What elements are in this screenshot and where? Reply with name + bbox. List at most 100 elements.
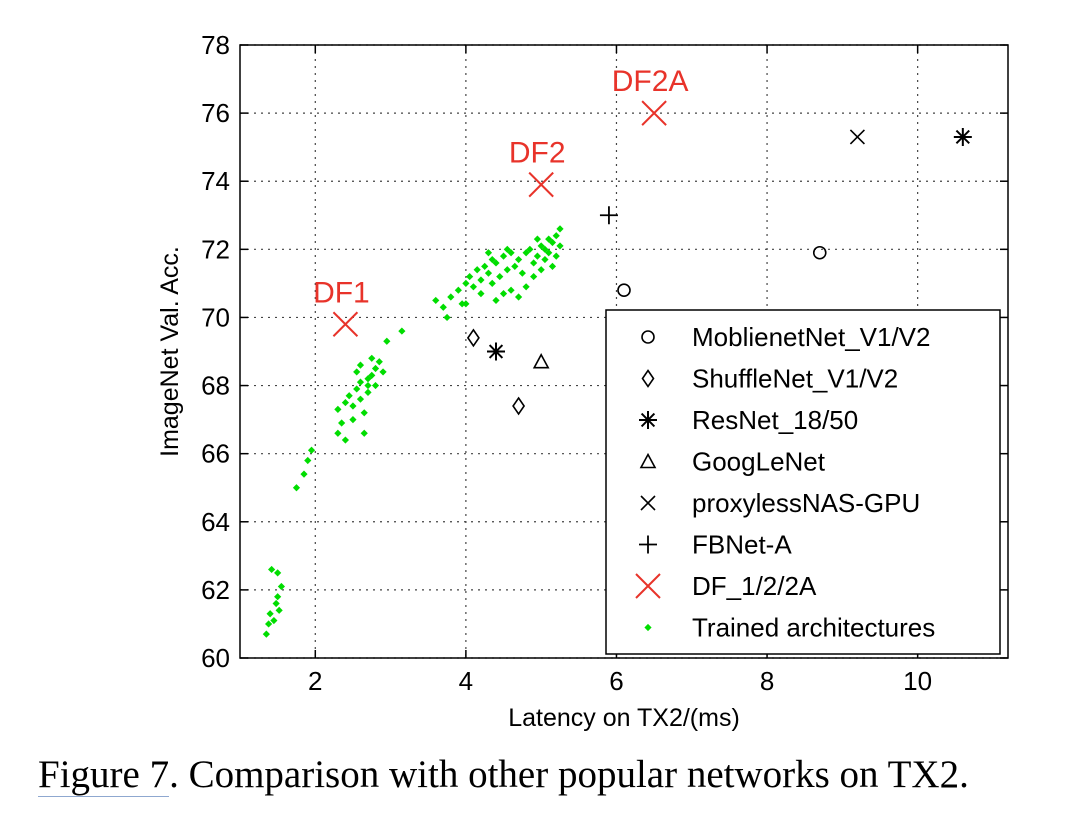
data-point bbox=[274, 569, 282, 577]
y-tick-label: 76 bbox=[201, 98, 230, 128]
df-annotation-label: DF2A bbox=[612, 65, 689, 98]
marker-shape bbox=[641, 100, 667, 126]
data-point bbox=[371, 381, 380, 390]
data-point bbox=[556, 225, 564, 233]
marker-shape bbox=[514, 255, 523, 264]
marker-shape bbox=[458, 300, 466, 308]
marker-shape bbox=[265, 620, 273, 628]
y-tick-label: 68 bbox=[201, 371, 230, 401]
marker-shape bbox=[812, 245, 827, 260]
plot-frame bbox=[239, 44, 1009, 659]
data-point bbox=[356, 378, 365, 386]
data-point bbox=[812, 245, 827, 260]
marker-shape bbox=[533, 235, 542, 243]
data-point bbox=[375, 358, 383, 366]
data-point bbox=[484, 269, 493, 277]
data-point bbox=[537, 266, 545, 274]
marker-shape bbox=[360, 409, 368, 417]
legend-marker bbox=[639, 535, 657, 554]
marker-shape bbox=[466, 272, 474, 281]
data-point bbox=[266, 610, 274, 618]
figure-number-link[interactable]: Figure 7 bbox=[38, 753, 170, 797]
x-tick-label: 6 bbox=[609, 666, 623, 696]
marker-shape bbox=[530, 272, 538, 281]
marker-shape bbox=[530, 259, 538, 267]
legend-entry-label: proxylessNAS-GPU bbox=[692, 488, 920, 518]
legend-marker bbox=[639, 452, 657, 469]
data-point bbox=[541, 255, 549, 264]
data-point bbox=[332, 311, 359, 337]
marker-shape bbox=[462, 279, 470, 287]
data-point bbox=[353, 368, 361, 376]
data-point bbox=[270, 616, 278, 625]
x-axis-label: Latency on TX2/(ms) bbox=[508, 704, 740, 732]
df-annotation-label: DF1 bbox=[313, 276, 370, 309]
legend-entry-label: FBNet-A bbox=[692, 530, 792, 560]
marker-shape bbox=[268, 565, 276, 574]
marker-shape bbox=[507, 286, 515, 294]
y-tick-label: 64 bbox=[201, 507, 230, 537]
marker-shape bbox=[503, 245, 511, 253]
marker-shape bbox=[371, 364, 380, 373]
legend-marker bbox=[641, 330, 655, 344]
marker-shape bbox=[953, 127, 972, 146]
marker-shape bbox=[641, 330, 655, 344]
x-tick-label: 8 bbox=[760, 666, 774, 696]
legend-marker bbox=[644, 623, 652, 632]
marker-shape bbox=[443, 313, 451, 322]
marker-shape bbox=[599, 206, 618, 225]
marker-shape bbox=[274, 593, 282, 601]
marker-shape bbox=[292, 484, 301, 492]
marker-shape bbox=[266, 610, 274, 618]
marker-shape bbox=[511, 262, 519, 270]
legend-marker bbox=[640, 495, 656, 511]
marker-shape bbox=[371, 381, 380, 390]
data-point bbox=[262, 630, 270, 638]
legend-box bbox=[605, 309, 1001, 655]
marker-shape bbox=[274, 569, 282, 577]
data-point bbox=[383, 337, 391, 345]
marker-shape bbox=[488, 279, 496, 287]
y-tick-label: 70 bbox=[201, 302, 230, 332]
data-point bbox=[512, 396, 526, 416]
data-point bbox=[275, 606, 283, 614]
data-point bbox=[533, 235, 542, 243]
marker-shape bbox=[341, 436, 350, 444]
marker-shape bbox=[275, 606, 283, 614]
marker-shape bbox=[514, 293, 523, 301]
marker-shape bbox=[487, 342, 505, 361]
data-point bbox=[617, 283, 631, 298]
data-point bbox=[545, 235, 553, 243]
marker-shape bbox=[635, 573, 661, 599]
marker-shape bbox=[473, 266, 481, 274]
legend-entry-label: Trained architectures bbox=[692, 613, 935, 643]
marker-shape bbox=[356, 361, 365, 369]
marker-shape bbox=[541, 245, 549, 253]
data-point bbox=[466, 328, 480, 348]
marker-shape bbox=[541, 255, 549, 264]
data-point bbox=[492, 259, 500, 267]
marker-shape bbox=[526, 245, 534, 253]
data-point bbox=[300, 470, 308, 478]
marker-shape bbox=[356, 378, 365, 386]
data-point bbox=[503, 266, 511, 274]
marker-shape bbox=[368, 354, 376, 362]
legend-entry-label: ShuffleNet_V1/V2 bbox=[692, 364, 898, 394]
data-point bbox=[338, 419, 346, 427]
data-point bbox=[481, 262, 489, 270]
data-point bbox=[641, 100, 667, 126]
marker-shape bbox=[469, 283, 478, 291]
data-points bbox=[262, 100, 972, 638]
data-point bbox=[304, 456, 312, 465]
data-point bbox=[530, 259, 538, 267]
marker-shape bbox=[353, 385, 361, 393]
marker-shape bbox=[503, 266, 511, 274]
marker-shape bbox=[556, 242, 564, 250]
marker-shape bbox=[528, 171, 554, 198]
data-point bbox=[556, 242, 564, 250]
data-point bbox=[439, 303, 447, 311]
data-point bbox=[349, 402, 357, 410]
data-point bbox=[477, 290, 485, 298]
marker-shape bbox=[300, 470, 308, 478]
x-tick-label: 10 bbox=[903, 666, 932, 696]
